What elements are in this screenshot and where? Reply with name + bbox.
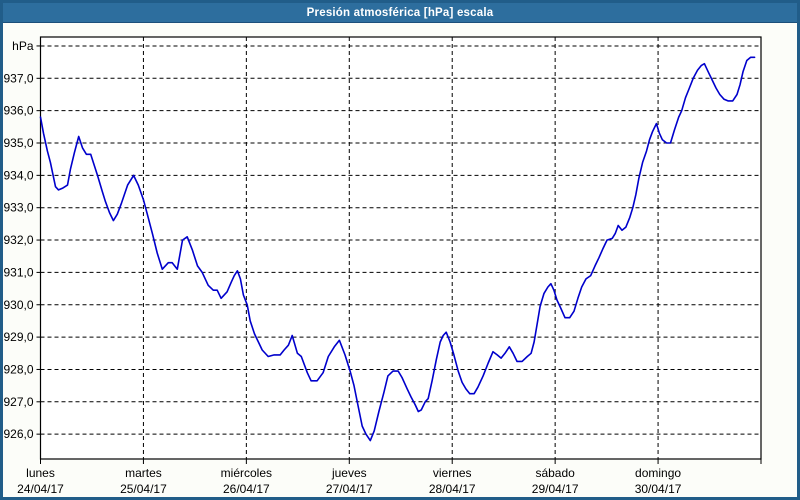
- y-axis-label: 927,0: [3, 395, 33, 409]
- x-axis-day-label: lunes: [26, 466, 55, 480]
- pressure-line: [39, 56, 756, 442]
- y-axis-label: 931,0: [3, 265, 33, 279]
- y-axis-label: 934,0: [3, 168, 33, 182]
- y-axis-label: 929,0: [3, 330, 33, 344]
- y-axis-label: 930,0: [3, 298, 33, 312]
- window-title: Presión atmosférica [hPa] escala: [306, 6, 494, 19]
- x-axis-date-label: 24/04/17: [17, 482, 64, 496]
- y-axis-label: 933,0: [3, 201, 33, 215]
- x-axis-date-label: 29/04/17: [532, 482, 579, 496]
- x-axis-day-label: sábado: [535, 466, 575, 480]
- x-axis-day-label: martes: [125, 466, 162, 480]
- y-axis-unit-label: hPa: [12, 39, 34, 53]
- x-axis-date-label: 26/04/17: [223, 482, 270, 496]
- y-axis-label: 932,0: [3, 233, 33, 247]
- x-axis-day-label: viernes: [433, 466, 472, 480]
- plot-border: [39, 36, 762, 460]
- x-axis-date-label: 30/04/17: [635, 482, 682, 496]
- y-axis-label: 935,0: [3, 136, 33, 150]
- x-axis-date-label: 28/04/17: [429, 482, 476, 496]
- y-axis-label: 928,0: [3, 362, 33, 376]
- title-bar: Presión atmosférica [hPa] escala: [3, 3, 797, 23]
- x-axis-date-label: 27/04/17: [326, 482, 373, 496]
- x-axis-date-label: 25/04/17: [120, 482, 167, 496]
- x-axis-day-label: jueves: [331, 466, 367, 480]
- y-axis-label: 936,0: [3, 104, 33, 118]
- x-axis-day-label: miércoles: [221, 466, 272, 480]
- chart-area: 937,0 936,0 935,0 934,0 933,0 932,0 931,0 930,0…: [3, 23, 797, 496]
- y-axis-label: 937,0: [3, 71, 33, 85]
- pressure-chart: 937,0 936,0 935,0 934,0 933,0 932,0 931,0 930,0…: [3, 36, 762, 496]
- x-axis-day-label: domingo: [635, 466, 681, 480]
- y-axis-label: 926,0: [3, 427, 33, 441]
